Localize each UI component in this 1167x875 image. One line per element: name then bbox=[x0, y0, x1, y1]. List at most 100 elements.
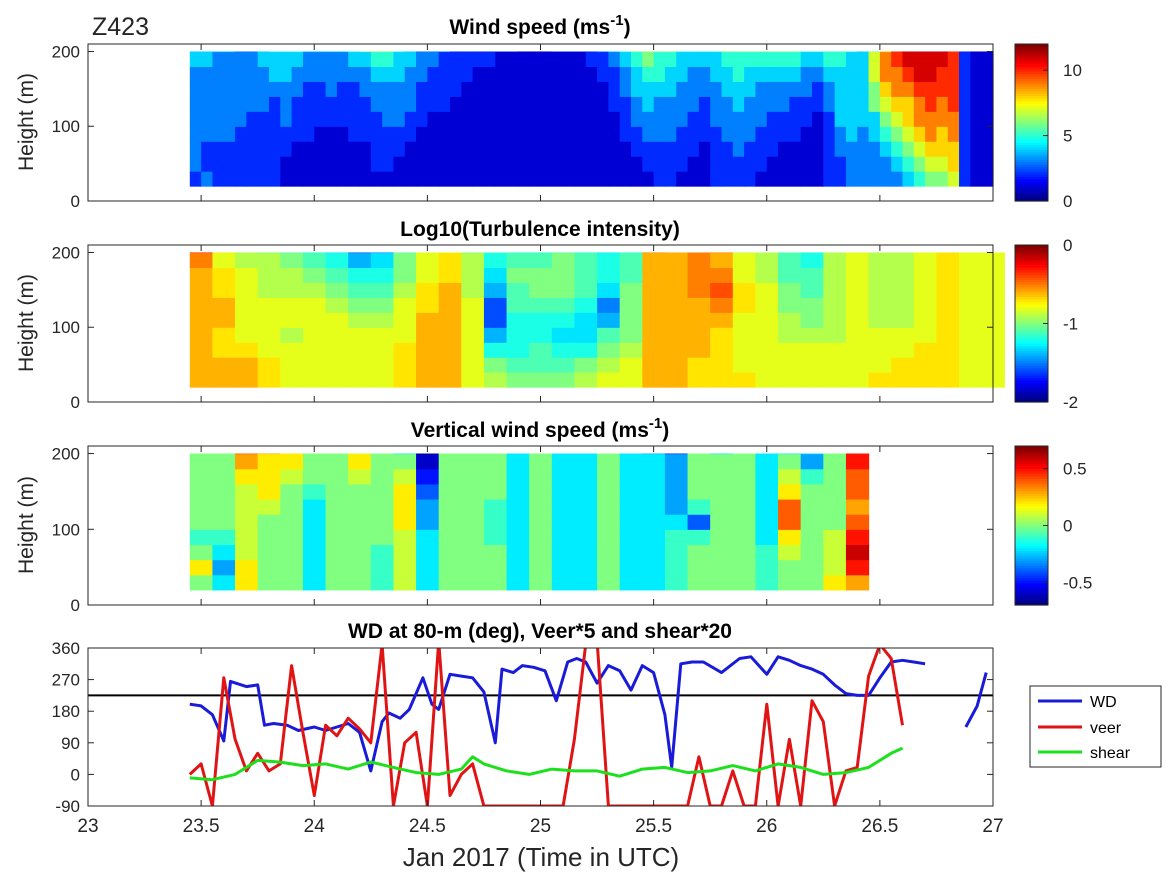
heatmap-cell bbox=[257, 529, 281, 546]
heatmap-cell bbox=[257, 453, 281, 455]
heatmap-cell bbox=[189, 141, 202, 157]
heatmap-cell bbox=[823, 252, 847, 254]
heatmap-cell bbox=[936, 327, 960, 343]
heatmap-cell bbox=[744, 156, 757, 172]
heatmap-cell bbox=[631, 111, 643, 127]
heatmap-cell bbox=[744, 51, 757, 68]
heatmap-cell bbox=[936, 51, 949, 68]
colorbar-band bbox=[1015, 505, 1048, 509]
heatmap-cell bbox=[257, 468, 281, 485]
heatmap-cell bbox=[664, 297, 689, 313]
heatmap-cell bbox=[970, 81, 983, 97]
heatmap-cell bbox=[393, 372, 417, 388]
heatmap-cell bbox=[212, 468, 236, 485]
heatmap-cell bbox=[280, 372, 304, 388]
heatmap-cell bbox=[438, 453, 462, 470]
heatmap-cell bbox=[845, 66, 858, 82]
heatmap-cell bbox=[913, 297, 938, 313]
heatmap-cell bbox=[800, 559, 824, 576]
heatmap-cell bbox=[450, 156, 462, 172]
y-tick-label: 100 bbox=[52, 117, 80, 136]
heatmap-cell bbox=[710, 282, 734, 298]
x-tick-label: 25 bbox=[530, 816, 551, 837]
heatmap-cell bbox=[506, 342, 530, 358]
heatmap-cell bbox=[257, 252, 281, 269]
heatmap-cell bbox=[732, 327, 757, 343]
heatmap-cell bbox=[472, 141, 485, 157]
colorbar-band bbox=[1015, 572, 1048, 576]
heatmap-cell bbox=[438, 297, 462, 313]
heatmap-cell bbox=[812, 171, 824, 187]
colorbar-band bbox=[1015, 183, 1048, 187]
colorbar-band bbox=[1015, 249, 1048, 253]
heatmap-cell bbox=[778, 66, 790, 82]
heatmap-cell bbox=[959, 327, 983, 343]
heatmap-cell bbox=[687, 529, 711, 546]
heatmap-cell bbox=[280, 66, 293, 82]
heatmap-cell bbox=[302, 483, 327, 500]
heatmap-cell bbox=[370, 544, 395, 561]
heatmap-cell bbox=[913, 111, 926, 127]
heatmap-cell bbox=[642, 66, 655, 82]
heatmap-cell bbox=[257, 66, 270, 82]
heatmap-cell bbox=[845, 297, 870, 313]
heatmap-cell bbox=[382, 171, 395, 187]
heatmap-cell bbox=[461, 252, 485, 254]
heatmap-cell bbox=[291, 81, 304, 97]
heatmap-cell bbox=[642, 81, 655, 97]
heatmap-cell bbox=[687, 468, 711, 485]
heatmap-cell bbox=[732, 156, 745, 172]
heatmap-cell bbox=[235, 96, 247, 112]
heatmap-cell bbox=[280, 81, 293, 97]
heatmap-cell bbox=[529, 282, 553, 298]
heatmap-cell bbox=[246, 81, 259, 97]
heatmap-cell bbox=[834, 141, 847, 157]
heatmap-cell bbox=[235, 312, 259, 328]
heatmap-cell bbox=[506, 559, 530, 576]
heatmap-cell bbox=[438, 372, 462, 388]
heatmap-cell bbox=[755, 514, 779, 530]
heatmap-cell bbox=[585, 141, 598, 157]
heatmap-cell bbox=[370, 453, 395, 455]
heatmap-cell bbox=[778, 312, 802, 328]
heatmap-cell bbox=[800, 453, 824, 455]
heatmap-cell bbox=[212, 252, 236, 254]
colorbar-tick-label: 0 bbox=[1063, 192, 1072, 211]
heatmap-cell bbox=[540, 96, 553, 112]
heatmap-cell bbox=[393, 544, 417, 561]
heatmap-cell bbox=[664, 66, 677, 82]
heatmap-cell bbox=[517, 126, 530, 142]
heatmap-cell bbox=[189, 544, 214, 561]
x-axis-label: Jan 2017 (Time in UTC) bbox=[403, 842, 679, 872]
heatmap-cell bbox=[664, 171, 677, 187]
heatmap-cell bbox=[710, 171, 723, 187]
heatmap-cell bbox=[631, 81, 643, 97]
heatmap-cell bbox=[732, 111, 745, 127]
heatmap-cell bbox=[280, 51, 293, 53]
heatmap-cell bbox=[981, 96, 994, 112]
heatmap-cell bbox=[947, 81, 960, 97]
colorbar-band bbox=[1015, 68, 1048, 72]
heatmap-cell bbox=[664, 126, 677, 142]
colorbar-band bbox=[1015, 392, 1048, 396]
heatmap-cell bbox=[189, 126, 202, 142]
x-tick-label: 23.5 bbox=[183, 816, 220, 837]
heatmap-cell bbox=[597, 483, 621, 500]
heatmap-cell bbox=[257, 574, 281, 591]
heatmap-cell bbox=[619, 357, 643, 373]
colorbar-band bbox=[1015, 306, 1048, 310]
heatmap-cell bbox=[744, 51, 757, 53]
heatmap-cell bbox=[393, 483, 417, 500]
heatmap-cell bbox=[257, 141, 270, 157]
heatmap-cell bbox=[551, 559, 576, 576]
colorbar-band bbox=[1015, 520, 1048, 524]
heatmap-cell bbox=[223, 51, 236, 68]
colorbar-band bbox=[1015, 372, 1048, 376]
heatmap-cell bbox=[936, 372, 960, 388]
heatmap-cell bbox=[732, 574, 757, 591]
heatmap-cell bbox=[619, 282, 643, 298]
heatmap-cell bbox=[506, 126, 519, 142]
heatmap-cell bbox=[348, 252, 372, 269]
